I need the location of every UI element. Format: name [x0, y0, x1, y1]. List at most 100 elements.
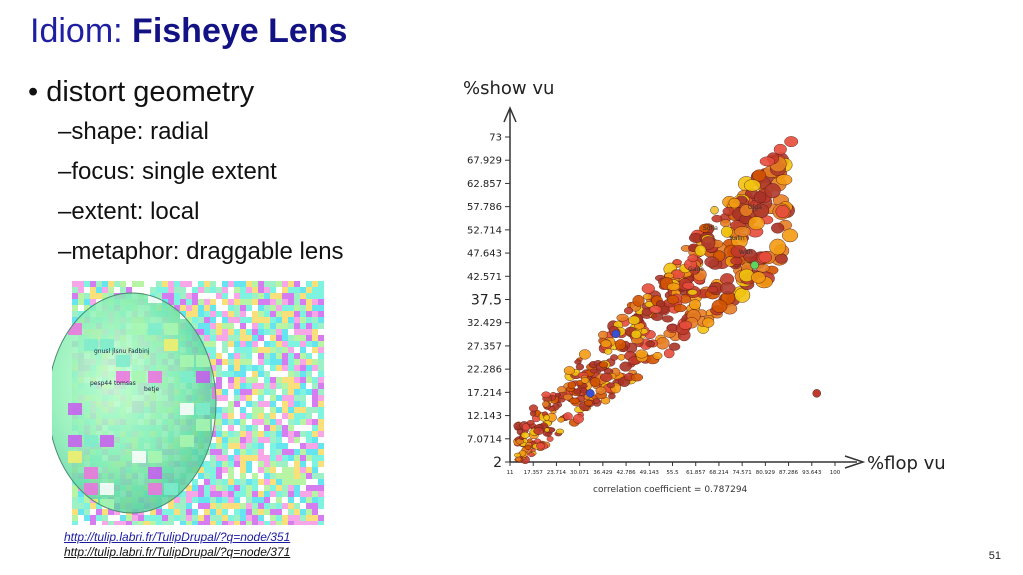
grid-cell — [198, 317, 204, 323]
grid-cell — [270, 419, 276, 425]
grid-cell — [318, 281, 324, 287]
grid-cell — [204, 497, 210, 503]
grid-cell — [264, 395, 270, 401]
grid-cell — [306, 383, 312, 389]
title-bold: Fisheye Lens — [132, 12, 348, 50]
grid-cell — [282, 377, 288, 383]
grid-cell — [276, 299, 282, 305]
grid-cell — [318, 311, 324, 317]
grid-cell — [264, 461, 270, 467]
grid-cell — [240, 431, 246, 437]
grid-cell — [72, 293, 78, 299]
fisheye-lens-cells — [52, 293, 216, 511]
grid-cell — [258, 353, 264, 359]
grid-cell — [312, 443, 318, 449]
sub-bullet-item: –metaphor: draggable lens — [58, 238, 344, 265]
grid-cell — [276, 353, 282, 359]
scatter-point — [610, 354, 619, 361]
lens-cell — [148, 293, 162, 303]
grid-cell — [246, 353, 252, 359]
grid-cell — [246, 359, 252, 365]
grid-cell — [180, 305, 186, 311]
grid-cell — [246, 305, 252, 311]
grid-cell — [258, 515, 264, 521]
scatter-point — [575, 363, 585, 371]
grid-cell — [240, 353, 246, 359]
grid-cell — [318, 389, 324, 395]
grid-cell — [246, 479, 252, 485]
grid-cell — [270, 323, 276, 329]
grid-cell — [246, 497, 252, 503]
grid-cell — [240, 323, 246, 329]
grid-cell — [300, 419, 306, 425]
grid-cell — [270, 521, 276, 525]
grid-cell — [228, 311, 234, 317]
grid-cell — [300, 455, 306, 461]
grid-cell — [240, 497, 246, 503]
source-link[interactable]: http://tulip.labri.fr/TulipDrupal/?q=nod… — [64, 530, 291, 544]
lens-cell — [116, 371, 130, 383]
grid-cell — [228, 455, 234, 461]
grid-cell — [312, 335, 318, 341]
grid-cell — [264, 389, 270, 395]
grid-cell — [90, 515, 96, 521]
grid-cell — [312, 437, 318, 443]
grid-cell — [186, 515, 192, 521]
page-number: 51 — [988, 550, 1001, 562]
grid-cell — [270, 437, 276, 443]
grid-cell — [318, 401, 324, 407]
scatter-point — [567, 381, 576, 389]
grid-cell — [234, 305, 240, 311]
scatter-point — [563, 412, 573, 421]
grid-cell — [240, 407, 246, 413]
grid-cell — [294, 485, 300, 491]
grid-cell — [252, 329, 258, 335]
grid-cell — [246, 311, 252, 317]
grid-cell — [228, 281, 234, 287]
grid-cell — [282, 437, 288, 443]
grid-cell — [234, 449, 240, 455]
lens-cell — [68, 435, 82, 447]
lens-cell — [132, 323, 146, 335]
grid-cell — [276, 341, 282, 347]
grid-cell — [318, 407, 324, 413]
grid-cell — [276, 359, 282, 365]
grid-cell — [258, 413, 264, 419]
grid-cell — [234, 485, 240, 491]
grid-cell — [288, 497, 294, 503]
grid-cell — [264, 413, 270, 419]
grid-cell — [282, 353, 288, 359]
grid-cell — [282, 503, 288, 509]
grid-cell — [300, 287, 306, 293]
grid-cell — [240, 479, 246, 485]
grid-cell — [246, 509, 252, 515]
grid-cell — [174, 281, 180, 287]
grid-cell — [90, 299, 96, 305]
grid-cell — [282, 395, 288, 401]
scatter-point — [641, 283, 655, 294]
grid-cell — [276, 473, 282, 479]
grid-cell — [234, 503, 240, 509]
grid-cell — [258, 491, 264, 497]
grid-cell — [300, 299, 306, 305]
grid-cell — [150, 287, 156, 293]
grid-cell — [294, 365, 300, 371]
source-link[interactable]: http://tulip.labri.fr/TulipDrupal/?q=nod… — [64, 545, 291, 559]
grid-cell — [294, 515, 300, 521]
grid-cell — [312, 377, 318, 383]
grid-cell — [222, 359, 228, 365]
x-tick-label: 11 — [507, 470, 514, 476]
grid-cell — [234, 491, 240, 497]
x-tick-label: 55.5 — [666, 470, 679, 476]
grid-cell — [312, 353, 318, 359]
grid-cell — [162, 515, 168, 521]
grid-cell — [72, 509, 78, 515]
grid-cell — [240, 329, 246, 335]
grid-cell — [306, 329, 312, 335]
grid-cell — [72, 281, 78, 287]
grid-cell — [312, 503, 318, 509]
y-tick-label: 62.857 — [467, 179, 502, 190]
grid-cell — [234, 419, 240, 425]
grid-cell — [294, 491, 300, 497]
scatter-point — [630, 329, 642, 339]
